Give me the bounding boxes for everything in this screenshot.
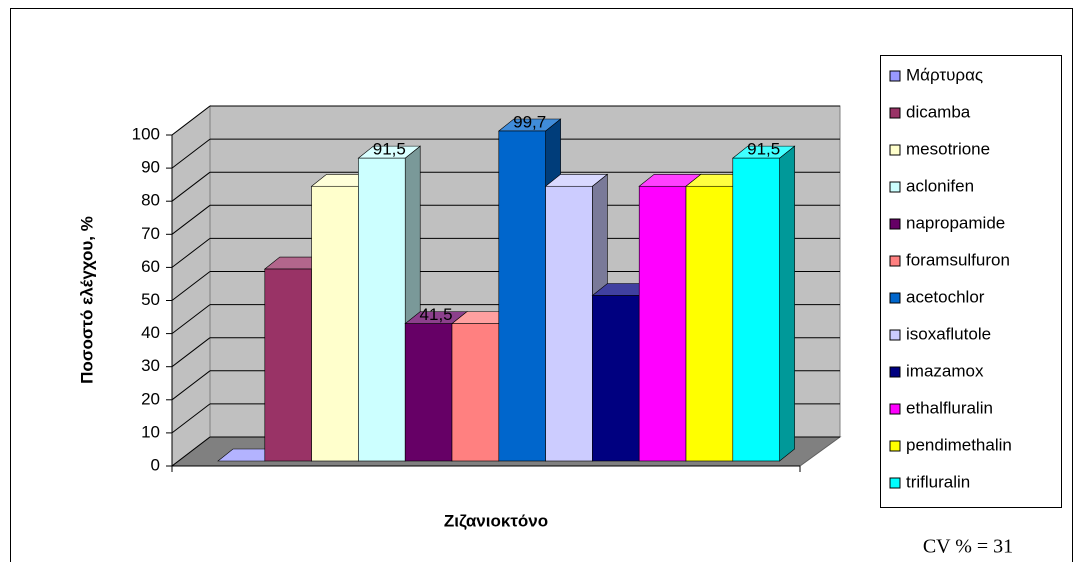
legend-swatch [889,292,901,304]
legend-label: foramsulfuron [906,250,1010,269]
legend-label: pendimethalin [906,435,1012,454]
y-tick-label: 40 [141,323,160,342]
y-tick-label: 10 [141,422,160,441]
y-tick-label: 70 [141,224,160,243]
bar-side [779,145,795,462]
grid-line [171,204,211,235]
y-tick-label: 100 [132,124,160,143]
data-label: 91,5 [373,140,406,159]
grid-line [171,403,211,434]
legend-label: dicamba [906,102,971,121]
y-axis-title: Ποσοστό ελέγχου, % [77,216,96,384]
legend-label: imazamox [906,361,984,380]
grid-line [171,238,211,268]
grid-line [171,370,211,401]
bar [358,157,406,462]
grid-line [171,271,211,301]
bar [592,295,640,462]
legend-label: aclonifen [906,176,974,195]
legend-label: mesotrione [906,139,990,158]
legend-label: ethalfluralin [906,398,993,417]
legend-swatch [889,366,901,378]
bar [451,323,500,462]
legend-label: trifluralin [906,472,970,491]
y-tick-label: 60 [141,257,160,276]
data-label: 99,7 [513,112,546,131]
legend-label: isoxaflutole [906,324,991,343]
legend-swatch [889,107,901,119]
y-tick-label: 20 [141,389,160,408]
legend-swatch [889,329,901,341]
legend-label: acetochlor [906,287,985,306]
bar [311,185,359,462]
grid-line [171,105,211,136]
grid-line [171,436,211,467]
grid-line [171,337,211,368]
legend-swatch [889,144,901,156]
legend-swatch [889,477,901,489]
grid-line [171,138,211,169]
legend-swatch [889,218,901,230]
annotation: CV % = 31 [923,536,1013,558]
y-tick-label: 50 [141,290,160,309]
grid-line [171,304,211,334]
legend-swatch [889,70,901,82]
bar [264,268,312,462]
bar [498,130,546,462]
y-tick-label: 30 [141,356,160,375]
bar [685,185,734,462]
legend-swatch [889,440,901,452]
legend-label: Μάρτυρας [906,65,983,84]
data-label: 91,5 [747,140,780,159]
bar [404,323,453,462]
data-label: 41,5 [420,305,453,324]
y-tick-label: 0 [151,455,160,474]
legend-swatch [889,181,901,193]
legend-swatch [889,403,901,415]
bar [638,185,687,462]
legend [880,55,1062,508]
y-tick-label: 90 [141,158,160,177]
bar [545,185,593,462]
grid-line [171,171,211,202]
bar [732,157,780,462]
x-axis-title: Ζιζανιοκτόνο [444,511,548,530]
legend-label: napropamide [906,213,1005,232]
legend-swatch [889,255,901,267]
y-tick-label: 80 [141,191,160,210]
